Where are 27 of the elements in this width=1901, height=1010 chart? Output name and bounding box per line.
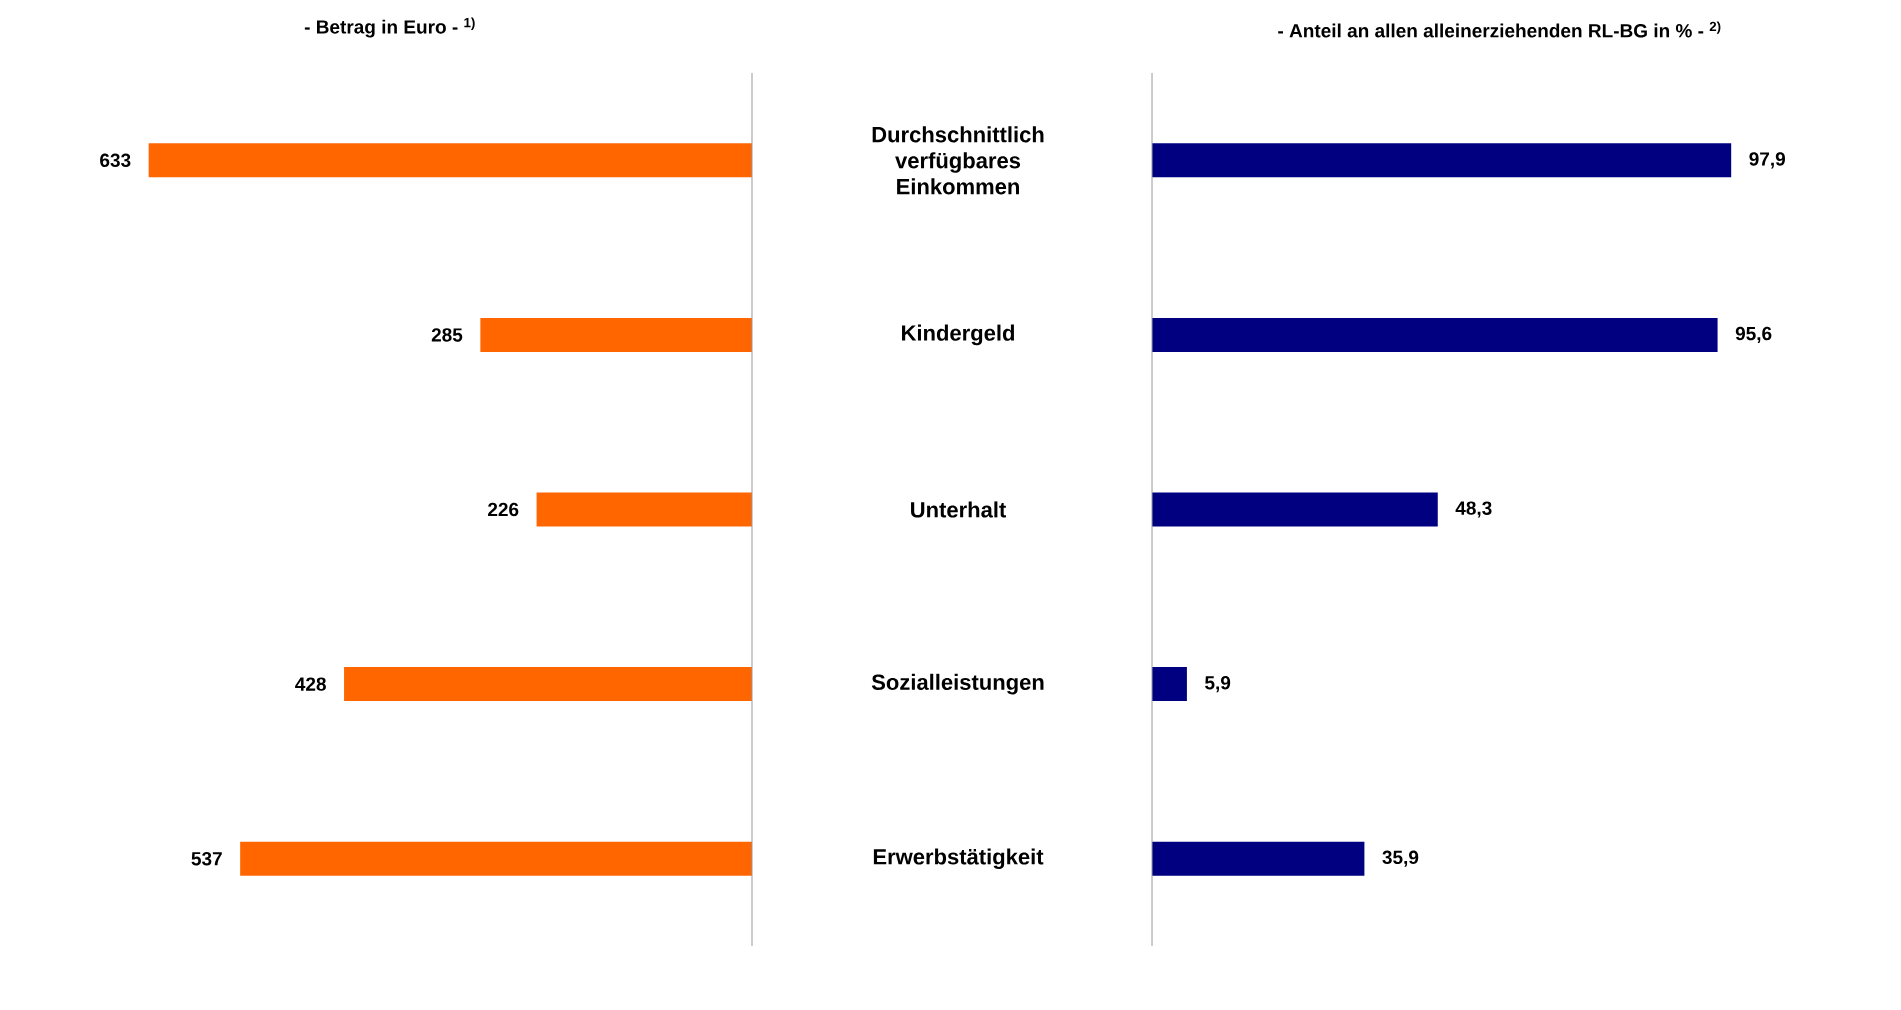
data-label: 48,3: [1455, 501, 1492, 518]
data-label: 35,9: [1382, 850, 1419, 867]
data-label: 97,9: [1749, 152, 1785, 169]
data-label: 95,6: [1735, 326, 1772, 344]
chart-title: - Anteil an allen alleinerziehenden RL-BG in % - $^{2)}$: [1278, 21, 1721, 38]
y-tick-label: Durchschnittlich verfügbares Einkommen: [872, 126, 1044, 195]
y-tick-label: Kindergeld: [902, 324, 1015, 346]
data-label: 537: [191, 851, 222, 866]
data-label: 428: [295, 677, 326, 691]
data-label: 285: [431, 328, 463, 342]
bar: [1152, 667, 1187, 702]
y-tick-label: Erwerbstätigkeit: [873, 848, 1044, 870]
data-label: 226: [488, 502, 519, 517]
bar: [480, 317, 752, 352]
data-label: 5,9: [1205, 676, 1231, 693]
bar: [1152, 841, 1365, 876]
data-label: 633: [100, 153, 131, 168]
bar: [1152, 143, 1732, 178]
bar: [148, 143, 752, 178]
y-tick-label: Sozialleistungen: [871, 673, 1044, 695]
bar: [1152, 492, 1438, 527]
bar: [240, 841, 752, 876]
bar: [344, 667, 752, 702]
bar: [536, 492, 752, 527]
y-tick-label: Unterhalt: [911, 501, 1007, 518]
bar: [1152, 317, 1718, 352]
chart-title: - Betrag in Euro - $^{1)}$: [304, 17, 475, 38]
